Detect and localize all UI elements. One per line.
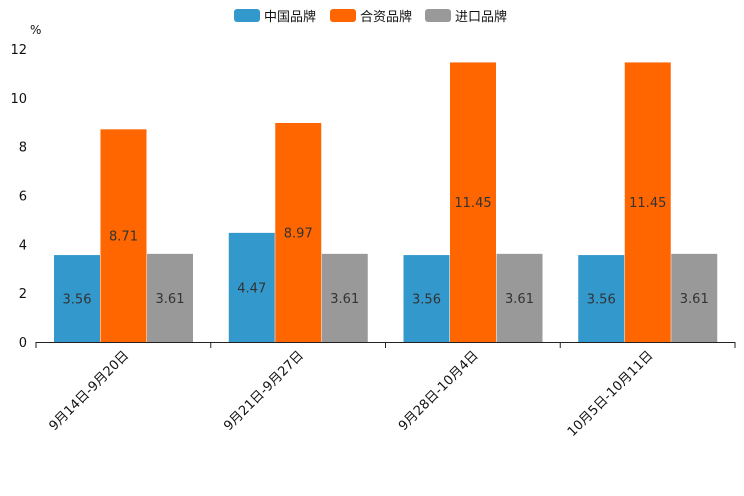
bar-3-3 bbox=[496, 253, 543, 342]
legend-label: 进口品牌 bbox=[455, 9, 507, 25]
bar-1-2 bbox=[100, 129, 147, 342]
data-label: 11.45 bbox=[454, 196, 491, 211]
data-label: 11.45 bbox=[629, 196, 666, 211]
data-label: 3.56 bbox=[63, 293, 92, 308]
data-label: 3.56 bbox=[412, 293, 441, 308]
y-tick-label: 10 bbox=[10, 92, 27, 107]
data-label: 3.61 bbox=[505, 292, 534, 307]
legend-swatch bbox=[234, 9, 260, 22]
bar-1-3 bbox=[147, 253, 193, 342]
data-label: 3.56 bbox=[587, 293, 616, 308]
y-axis-unit-label: % bbox=[30, 23, 41, 37]
data-label: 8.71 bbox=[109, 230, 138, 245]
data-label: 3.61 bbox=[330, 292, 359, 307]
x-tick-label: 9月14日-9月20日 bbox=[46, 348, 132, 434]
y-axis: 0 2 4 6 8 10 12 bbox=[10, 43, 27, 351]
legend-swatch bbox=[330, 9, 356, 22]
y-tick-label: 4 bbox=[19, 238, 27, 253]
legend: 中国品牌 合资品牌 进口品牌 bbox=[234, 9, 507, 25]
bars: 3.56 8.71 3.61 4.47 8.97 3.61 3.56 11.45 3.61 3.5… bbox=[54, 62, 718, 342]
x-tick-label: 9月21日-9月27日 bbox=[221, 348, 307, 434]
data-label: 3.61 bbox=[156, 292, 185, 307]
x-tick-label: 10月5日-10月11日 bbox=[565, 348, 657, 440]
data-label: 4.47 bbox=[237, 281, 266, 296]
legend-swatch bbox=[425, 9, 451, 22]
y-tick-label: 12 bbox=[10, 43, 27, 58]
bar-4-1 bbox=[578, 255, 625, 342]
x-tick-label: 9月28日-10月4日 bbox=[396, 348, 482, 434]
bar-4-2 bbox=[624, 62, 671, 342]
bar-2-2 bbox=[275, 122, 322, 342]
bar-3-2 bbox=[450, 62, 496, 342]
bar-3-1 bbox=[403, 255, 450, 342]
data-label: 8.97 bbox=[284, 226, 313, 241]
legend-label: 中国品牌 bbox=[264, 9, 316, 25]
y-tick-label: 8 bbox=[19, 141, 27, 156]
data-label: 3.61 bbox=[680, 292, 709, 307]
x-axis: 9月14日-9月20日 9月21日-9月27日 9月28日-10月4日 10月5日-1… bbox=[35, 342, 736, 440]
y-tick-label: 6 bbox=[19, 190, 27, 205]
bar-1-1 bbox=[54, 255, 100, 342]
y-tick-label: 2 bbox=[19, 287, 27, 302]
bar-4-3 bbox=[671, 253, 718, 342]
bar-2-1 bbox=[228, 232, 275, 342]
y-tick-label: 0 bbox=[19, 336, 27, 351]
legend-label: 合资品牌 bbox=[360, 9, 412, 25]
bar-2-3 bbox=[321, 253, 368, 342]
